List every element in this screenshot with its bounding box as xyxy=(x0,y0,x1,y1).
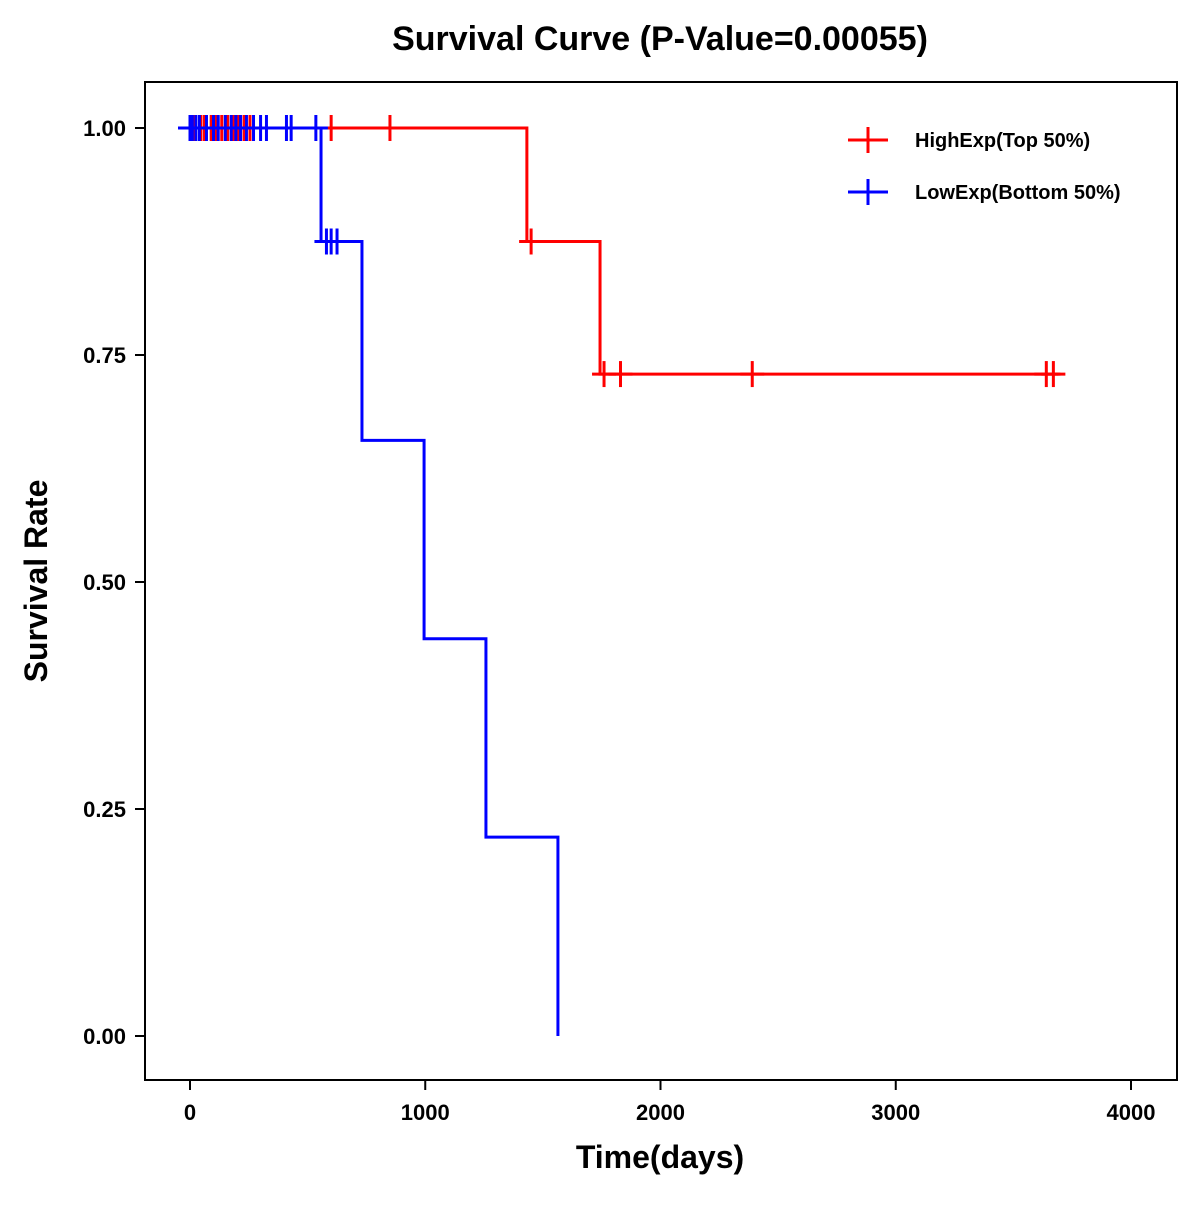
y-tick-label: 0.00 xyxy=(83,1024,126,1049)
plot-area xyxy=(144,81,1178,1081)
chart-title: Survival Curve (P-Value=0.00055) xyxy=(392,20,928,58)
y-tick-label: 0.50 xyxy=(83,570,126,595)
series-line-1 xyxy=(180,126,560,1036)
y-tick-label: 1.00 xyxy=(83,116,126,141)
y-tick-label: 0.25 xyxy=(83,797,126,822)
x-tick-label: 1000 xyxy=(401,1100,450,1125)
y-tick-label: 0.75 xyxy=(83,343,126,368)
series-line-0 xyxy=(180,126,1061,376)
x-axis-label: Time(days) xyxy=(576,1139,744,1175)
x-tick-label: 3000 xyxy=(871,1100,920,1125)
y-axis-label: Survival Rate xyxy=(18,480,54,683)
legend-label: HighExp(Top 50%) xyxy=(915,130,1090,152)
x-tick-label: 4000 xyxy=(1107,1100,1156,1125)
legend-label: LowExp(Bottom 50%) xyxy=(915,182,1121,204)
x-tick-label: 2000 xyxy=(636,1100,685,1125)
x-tick-label: 0 xyxy=(184,1100,196,1125)
